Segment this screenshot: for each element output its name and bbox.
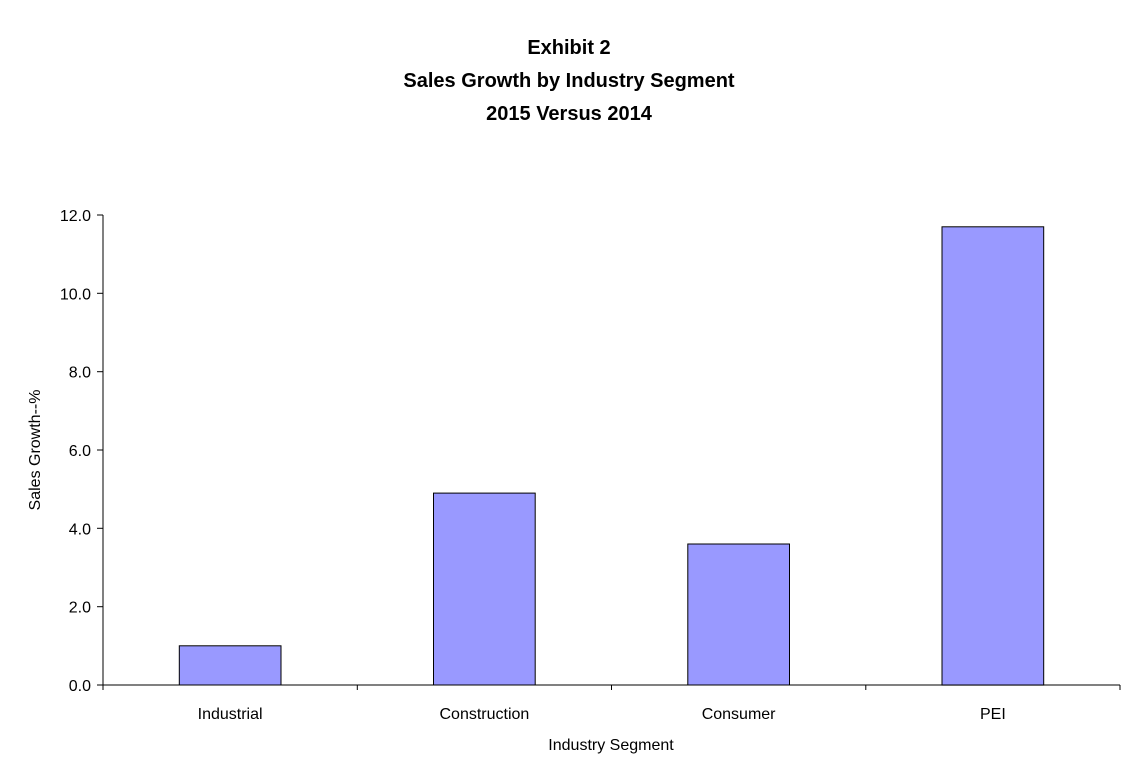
y-tick-label: 2.0 bbox=[69, 600, 91, 617]
chart-title-line-3: 2015 Versus 2014 bbox=[486, 103, 653, 125]
bar-consumer bbox=[687, 543, 790, 686]
y-axis-ticks: 0.0 2.0 4.0 6.0 8.0 10.0 12.0 bbox=[60, 208, 103, 695]
bar-pei bbox=[941, 226, 1045, 686]
y-tick-label: 0.0 bbox=[69, 678, 91, 695]
chart-title-line-2: Sales Growth by Industry Segment bbox=[403, 70, 735, 92]
y-axis-label: Sales Growth--% bbox=[27, 390, 44, 511]
y-tick-label: 10.0 bbox=[60, 286, 91, 303]
x-tick-label: Consumer bbox=[702, 706, 776, 723]
x-tick-label: Construction bbox=[439, 706, 529, 723]
x-tick-label: PEI bbox=[980, 706, 1006, 723]
y-tick-label: 8.0 bbox=[69, 365, 91, 382]
bars-group bbox=[178, 226, 1045, 686]
y-tick-label: 12.0 bbox=[60, 208, 91, 225]
x-axis-ticks: Industrial Construction Consumer PEI bbox=[102, 685, 1121, 723]
bar-industrial bbox=[178, 645, 282, 686]
chart-title-line-1: Exhibit 2 bbox=[527, 37, 610, 59]
bar-construction bbox=[433, 492, 536, 686]
x-axis-label: Industry Segment bbox=[548, 737, 674, 754]
y-tick-label: 6.0 bbox=[69, 443, 91, 460]
y-tick-label: 4.0 bbox=[69, 521, 91, 538]
x-tick-label: Industrial bbox=[198, 706, 263, 723]
